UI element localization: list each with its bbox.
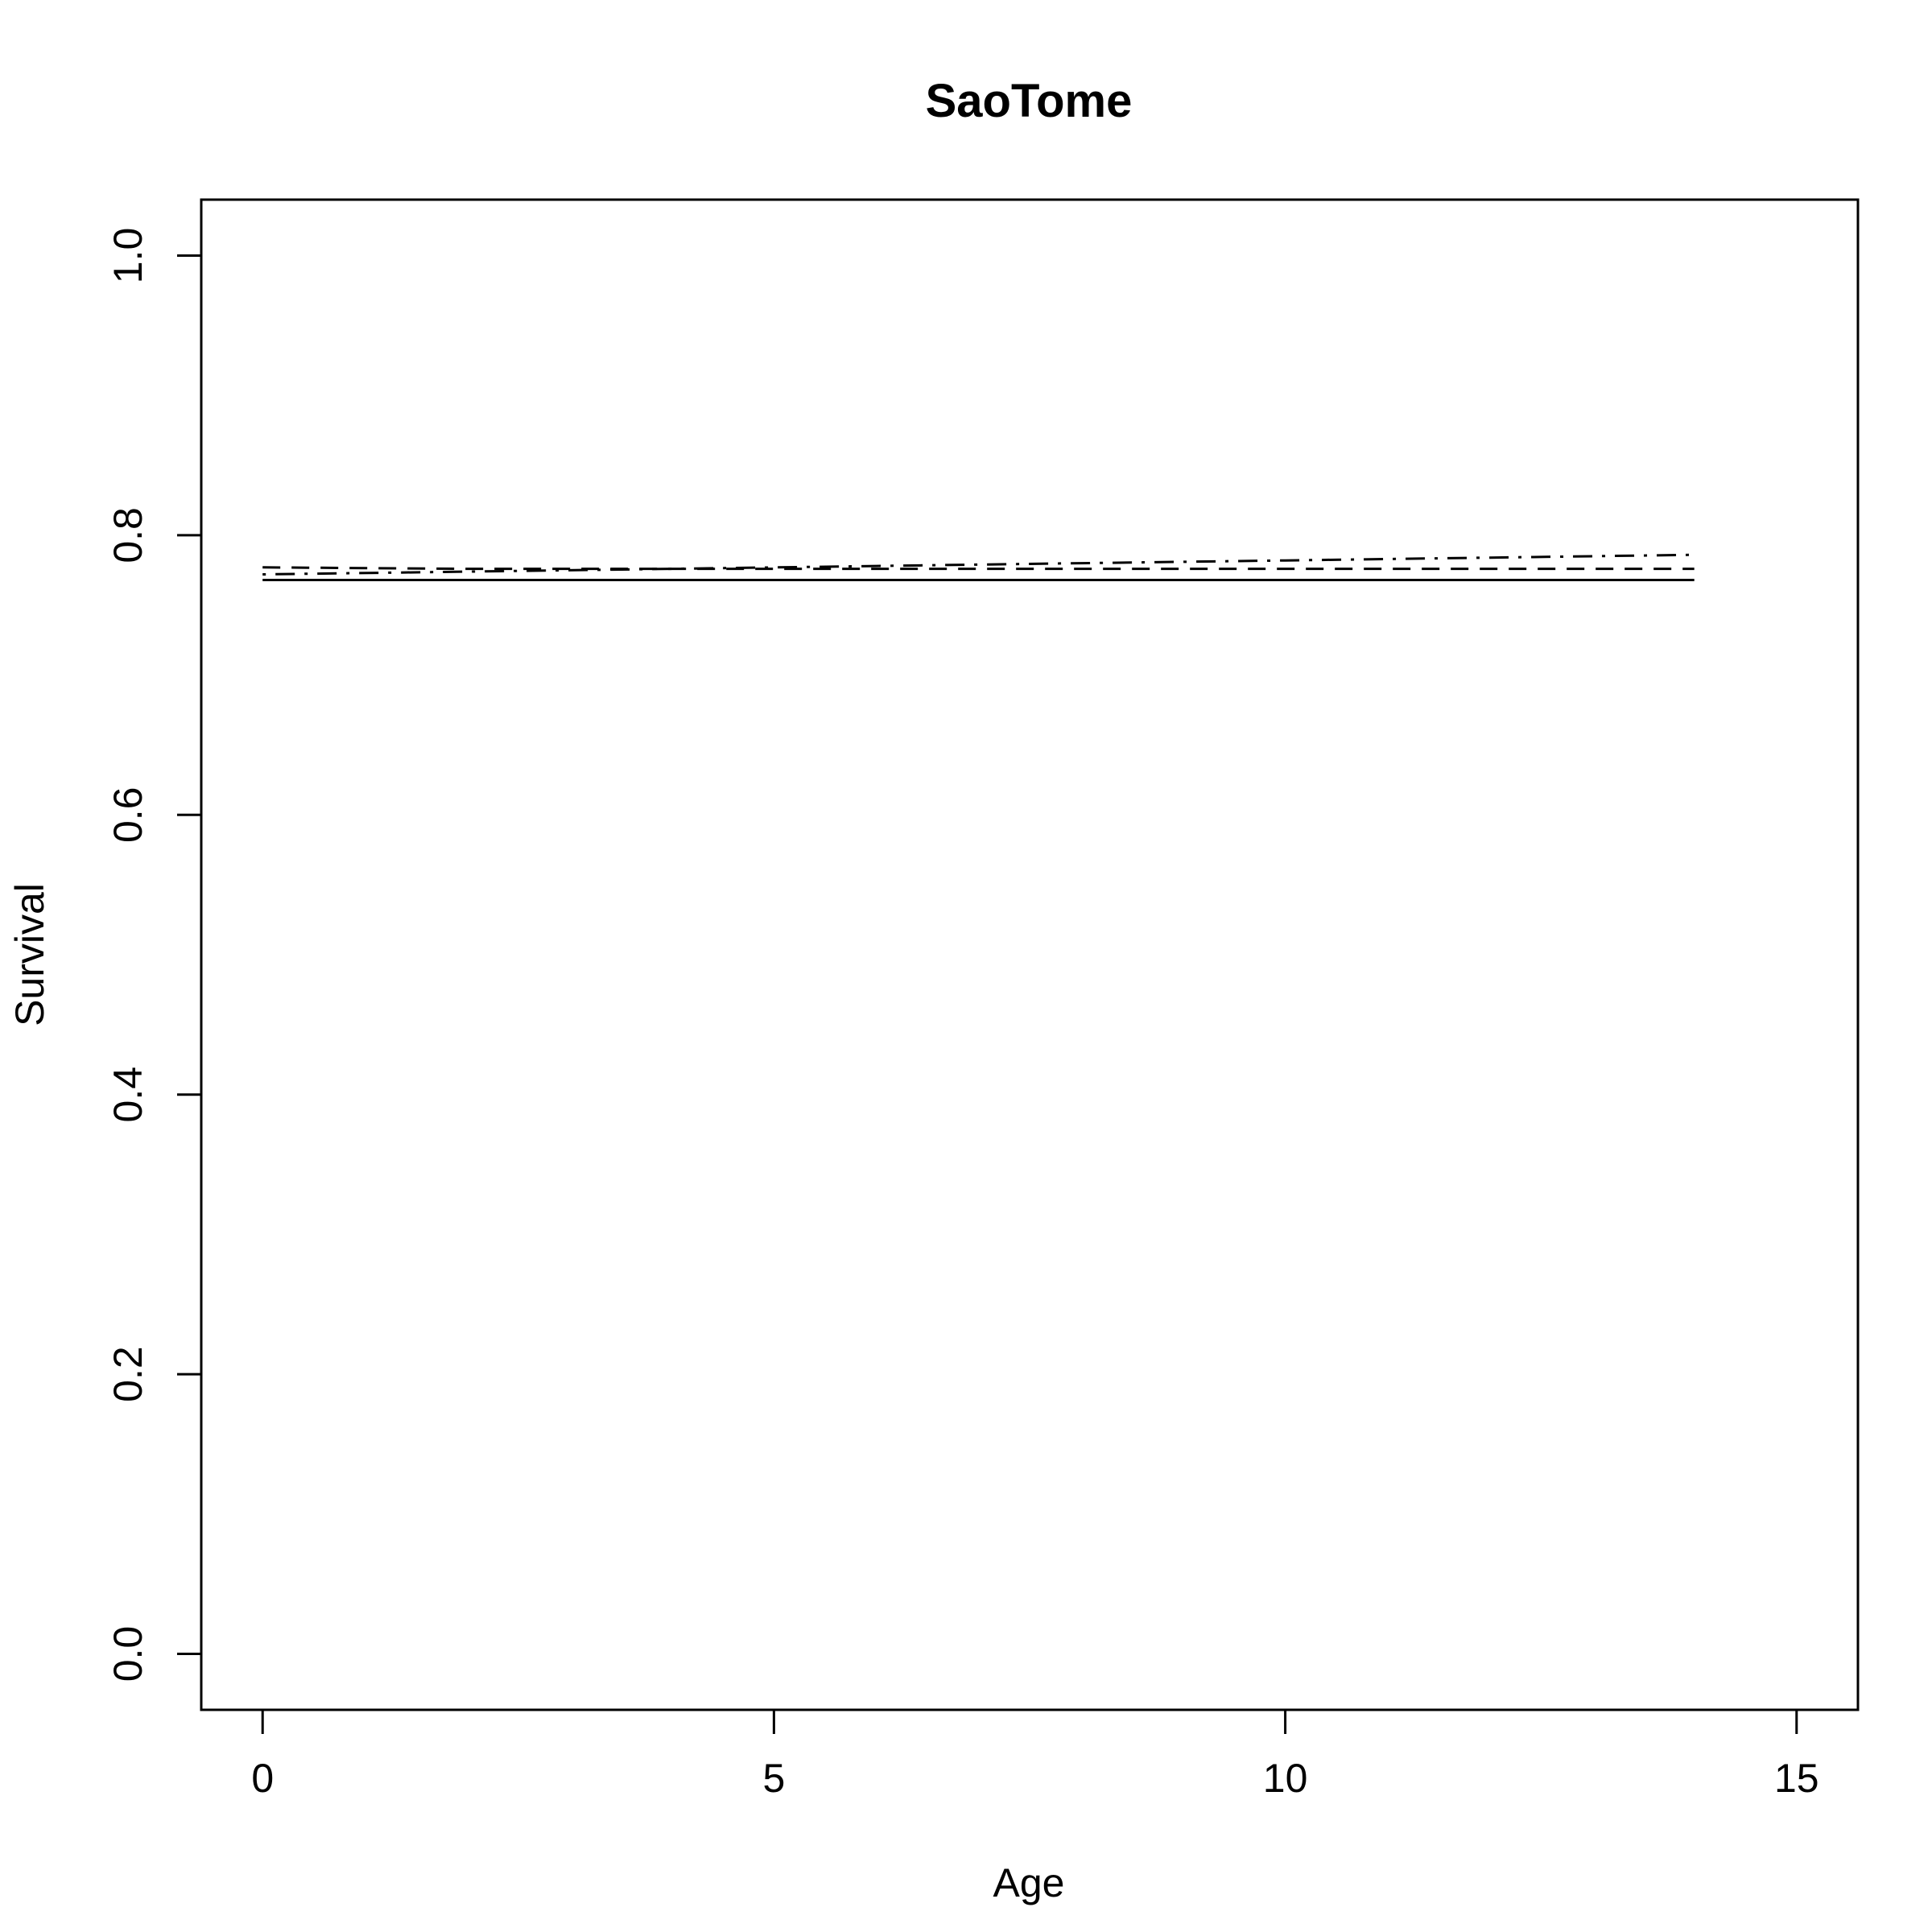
x-tick-label: 15 <box>1774 1756 1819 1801</box>
y-axis-label: Survival <box>7 883 52 1026</box>
x-axis-label: Age <box>993 1860 1065 1905</box>
y-axis: 0.0 0.2 0.4 0.6 0.8 1.0 <box>105 228 203 1682</box>
plot-area-frame <box>200 198 1860 1711</box>
y-tick-label: 0.0 <box>105 1626 151 1682</box>
y-tick-label: 1.0 <box>105 228 151 284</box>
series-line-dotdash <box>262 553 1695 576</box>
y-tick-label: 0.6 <box>105 787 151 844</box>
x-axis: 0 5 10 15 <box>251 1708 1819 1801</box>
x-tick-label: 0 <box>251 1756 274 1801</box>
x-tick-label: 10 <box>1263 1756 1308 1801</box>
chart-title: SaoTome <box>926 75 1133 127</box>
series-group <box>262 553 1695 581</box>
series-line-dashed <box>262 566 1695 571</box>
y-tick-label: 0.2 <box>105 1346 151 1402</box>
x-tick-label: 5 <box>763 1756 786 1801</box>
y-tick-label: 0.4 <box>105 1067 151 1123</box>
y-tick-label: 0.8 <box>105 507 151 564</box>
